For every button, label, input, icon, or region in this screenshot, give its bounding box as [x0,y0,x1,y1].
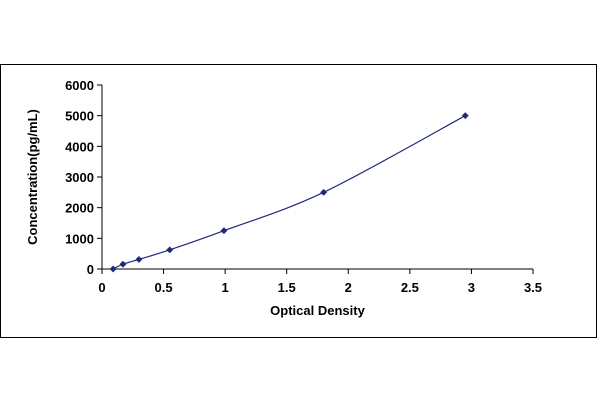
data-point [135,255,143,263]
x-tick-label: 2 [345,280,352,295]
x-tick-label: 0.5 [155,280,173,295]
data-point [320,188,328,196]
data-point [119,260,127,268]
y-tick-label: 6000 [65,78,94,93]
y-tick-label: 0 [87,262,94,277]
y-tick-label: 4000 [65,139,94,154]
y-tick-label: 1000 [65,231,94,246]
x-tick-label: 3.5 [524,280,542,295]
y-axis-title: Concentration(pg/mL) [25,109,40,245]
data-points [109,112,469,273]
data-point [109,265,117,273]
fit-curve [112,115,466,270]
x-tick-label: 3 [468,280,475,295]
x-axis-ticks: 0 0.5 1 1.5 2 2.5 3 3.5 [98,269,542,295]
data-point [461,112,469,120]
x-tick-label: 2.5 [401,280,419,295]
y-axis-ticks: 0 1000 2000 3000 4000 5000 6000 [65,78,102,277]
x-tick-label: 1.5 [278,280,296,295]
x-axis-title: Optical Density [270,303,365,318]
axes [101,85,533,270]
x-tick-label: 1 [222,280,229,295]
chart-frame: 0 0.5 1 1.5 2 2.5 3 3.5 0 1000 2000 3000 4000 5000 60… [0,64,597,338]
y-tick-label: 2000 [65,201,94,216]
data-point [220,227,228,235]
y-tick-label: 5000 [65,109,94,124]
y-tick-label: 3000 [65,170,94,185]
data-point [166,246,174,254]
chart-svg: 0 0.5 1 1.5 2 2.5 3 3.5 0 1000 2000 3000 4000 5000 60… [25,78,542,318]
x-tick-label: 0 [98,280,105,295]
